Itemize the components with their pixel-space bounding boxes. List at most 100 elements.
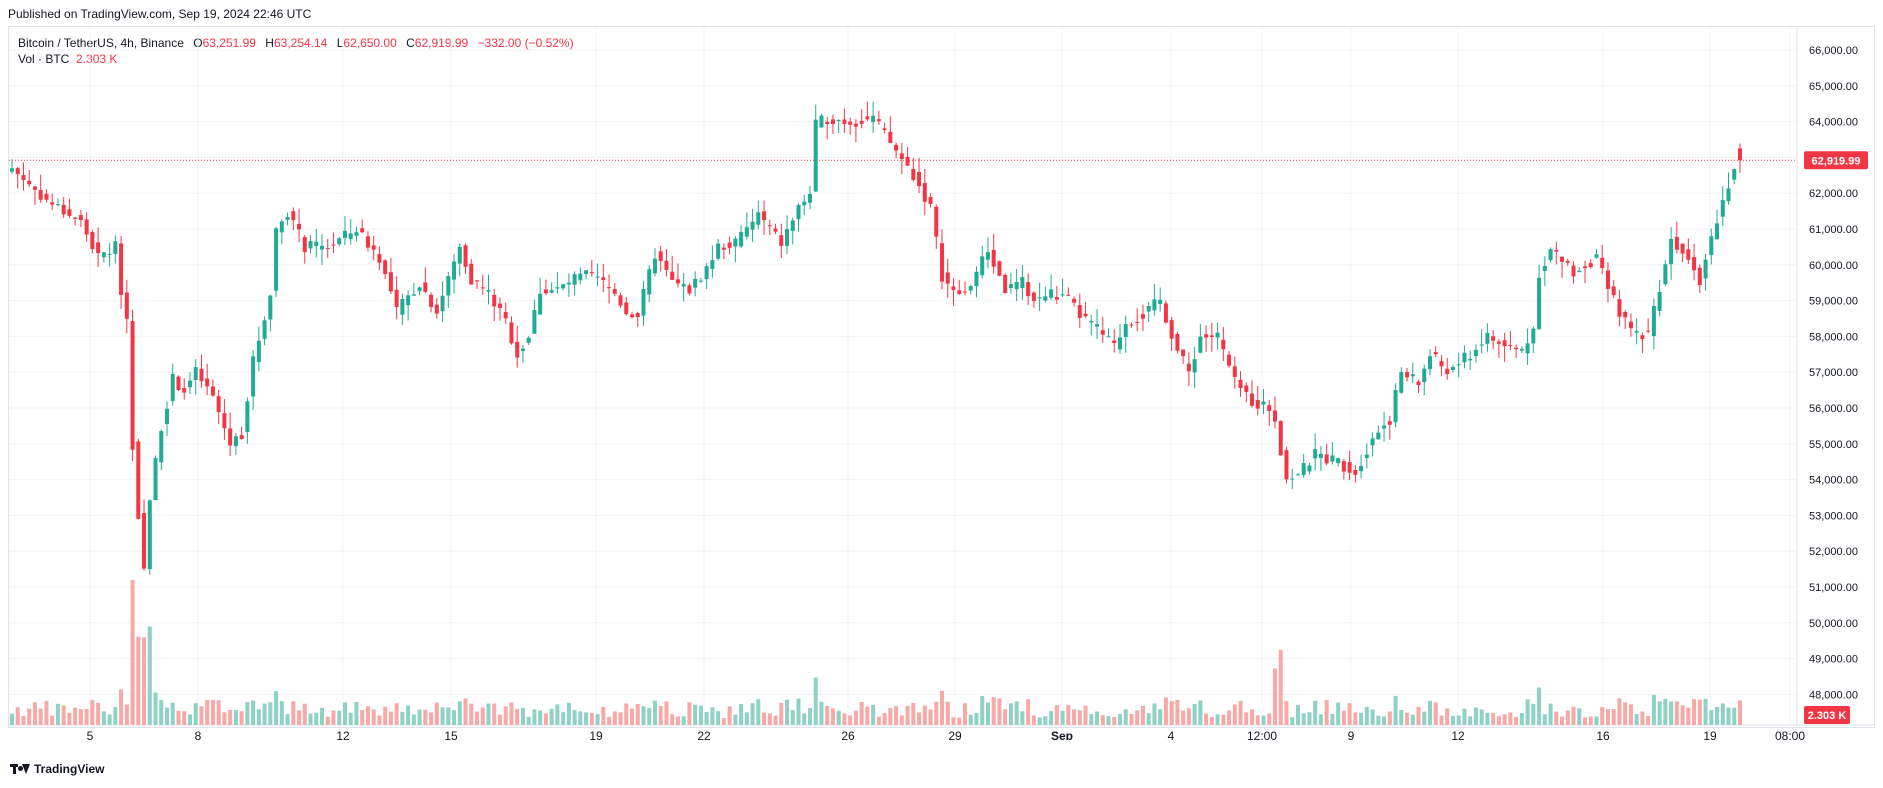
price-tick-label: 55,000.00: [1809, 439, 1858, 451]
volume-bar: [1290, 717, 1295, 725]
candle-body: [807, 193, 812, 203]
candle-body: [555, 287, 560, 289]
candle-body: [67, 209, 72, 216]
candle-body: [612, 289, 617, 294]
volume-bar: [67, 712, 72, 725]
candle-body: [314, 241, 319, 247]
candle-body: [61, 204, 66, 215]
volume-bar: [319, 707, 325, 725]
volume-bar: [1663, 698, 1668, 725]
volume-label[interactable]: Vol · BTC: [18, 52, 70, 66]
candle-body: [871, 115, 876, 123]
candle-body: [1077, 305, 1082, 318]
candle-body: [55, 204, 60, 206]
candle-body: [796, 204, 801, 220]
volume-bar: [187, 714, 192, 725]
candle-body: [1720, 200, 1725, 217]
candle-body: [687, 285, 692, 294]
time-tick-label: 29: [948, 729, 962, 740]
volume-bar: [520, 707, 525, 725]
candle-body: [348, 233, 353, 240]
candle-body: [1709, 236, 1714, 255]
volume-bar: [32, 702, 37, 725]
volume-bar: [1227, 710, 1232, 725]
volume-bar: [1250, 709, 1255, 725]
candle-body: [721, 247, 726, 250]
candle-body: [205, 378, 210, 387]
volume-bar: [394, 703, 399, 725]
volume-bar: [1651, 694, 1656, 725]
price-tick-label: 57,000.00: [1809, 367, 1858, 379]
candle-body: [1140, 314, 1145, 319]
candle-body: [773, 228, 778, 232]
volume-bar: [159, 700, 164, 725]
price-tick-label: 51,000.00: [1809, 582, 1858, 594]
candle-body: [1324, 454, 1329, 464]
volume-bar: [475, 711, 480, 725]
candle-body: [543, 289, 548, 294]
candle-body: [15, 168, 20, 175]
volume-bar: [871, 705, 876, 725]
tradingview-logo-icon: [10, 764, 30, 774]
candle-body: [153, 458, 158, 501]
volume-bar: [400, 711, 405, 725]
candle-body: [1278, 420, 1283, 456]
volume-bar: [256, 709, 261, 725]
candle-body: [27, 180, 32, 185]
volume-bar: [1324, 699, 1329, 725]
volume-bar: [1238, 700, 1243, 725]
last-price-label: 62,919.99: [1812, 155, 1861, 167]
candle-body: [1031, 292, 1036, 302]
volume-bar: [440, 707, 445, 725]
candle-body: [365, 236, 370, 248]
volume-bar: [664, 701, 669, 725]
tradingview-brand[interactable]: TradingView: [10, 762, 104, 776]
candle-body: [618, 295, 623, 306]
candle-body: [842, 119, 847, 124]
candle-body: [1623, 311, 1628, 318]
volume-bar: [1020, 711, 1025, 725]
candle-body: [968, 286, 973, 291]
candle-body: [928, 197, 933, 204]
volume-bar: [1617, 698, 1622, 725]
volume-bar: [388, 711, 393, 725]
volume-bar: [710, 707, 715, 725]
candle-body: [1290, 478, 1295, 480]
volume-bar: [675, 716, 680, 725]
candle-body: [73, 217, 78, 219]
volume-bar: [1605, 709, 1610, 725]
candle-body: [825, 121, 830, 124]
volume-bar: [383, 706, 388, 725]
candle-body: [1496, 341, 1501, 344]
candle-body: [1617, 299, 1622, 317]
candle-body: [882, 128, 887, 131]
volume-bar: [595, 714, 600, 725]
volume-bar: [1502, 714, 1507, 725]
volume-bar: [1525, 699, 1530, 725]
volume-bar: [865, 706, 870, 725]
volume-bar: [38, 708, 43, 725]
price-chart[interactable]: 66,000.0065,000.0064,000.0063,000.0062,0…: [0, 0, 1883, 740]
volume-bar: [1301, 713, 1306, 725]
candle-body: [279, 221, 284, 233]
volume-bar: [1330, 713, 1335, 725]
candle-body: [739, 232, 744, 247]
volume-bar: [107, 714, 112, 725]
candle-body: [434, 304, 439, 314]
candle-body: [417, 287, 422, 292]
volume-bar: [9, 713, 15, 725]
volume-bar: [721, 718, 726, 725]
volume-bar: [222, 712, 227, 725]
candle-body: [1020, 276, 1025, 289]
volume-bar: [1405, 712, 1410, 725]
volume-bar: [1181, 710, 1186, 725]
volume-bar: [555, 704, 560, 725]
candle-body: [670, 271, 675, 280]
volume-bar: [1737, 700, 1743, 725]
candle-body: [1359, 465, 1364, 472]
symbol-title[interactable]: Bitcoin / TetherUS, 4h, Binance: [18, 36, 184, 50]
candle-body: [1267, 405, 1272, 412]
candle-body: [635, 313, 640, 318]
volume-bar: [825, 706, 830, 725]
candle-body: [1485, 332, 1490, 344]
